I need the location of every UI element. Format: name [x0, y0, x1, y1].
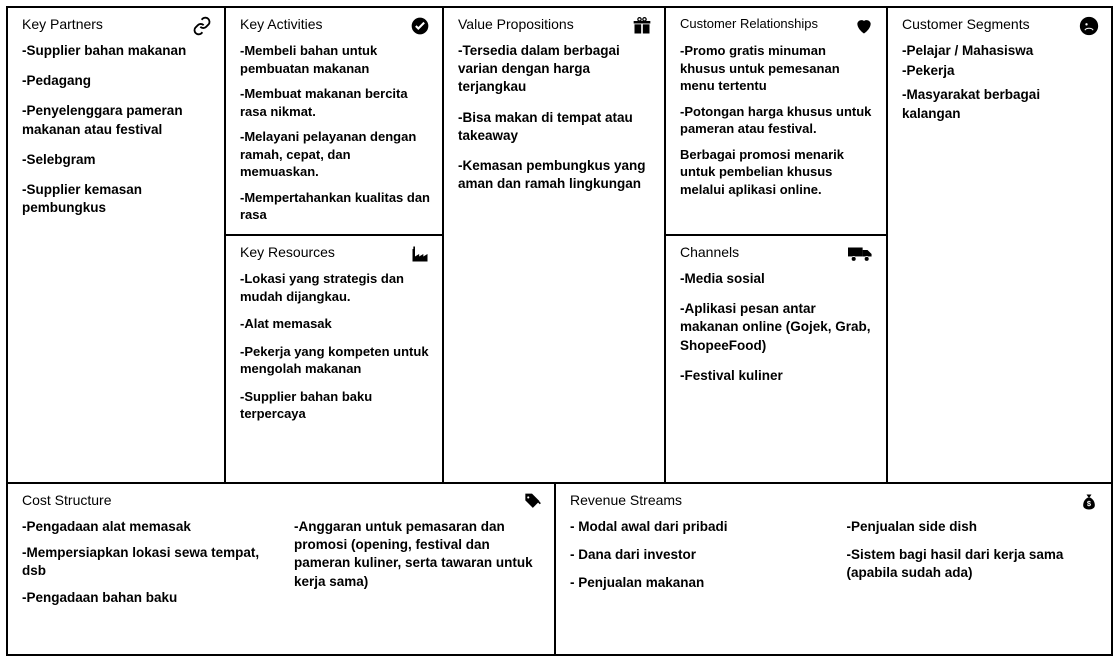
list-item: - Modal awal dari pribadi — [570, 518, 823, 536]
revenue-streams-title: Revenue Streams — [570, 492, 682, 508]
customer-relationships-title: Customer Relationships — [680, 16, 818, 31]
customer-segments-column: Customer Segments -Pelajar / Mahasiswa -… — [888, 8, 1111, 482]
list-item: -Kemasan pembungkus yang aman dan ramah … — [458, 157, 652, 193]
list-item: -Anggaran untuk pemasaran dan promosi (o… — [294, 518, 542, 591]
list-item: -Penjualan side dish — [847, 518, 1100, 536]
list-item: -Potongan harga khusus untuk pameran ata… — [680, 103, 874, 138]
list-item: -Selebgram — [22, 151, 212, 169]
customer-segments-content: -Pelajar / Mahasiswa -Pekerja -Masyaraka… — [902, 42, 1099, 123]
factory-icon — [410, 244, 430, 264]
list-item: -Mempertahankan kualitas dan rasa — [240, 189, 430, 224]
revenue-streams-block: Revenue Streams $ - Modal awal dari prib… — [556, 484, 1111, 654]
list-item: -Pengadaan alat memasak — [22, 518, 270, 536]
cost-structure-content: -Pengadaan alat memasak -Mempersiapkan l… — [22, 518, 542, 607]
list-item: -Penyelenggara pameran makanan atau fest… — [22, 102, 212, 138]
list-item: -Supplier bahan makanan — [22, 42, 212, 60]
list-item: -Pedagang — [22, 72, 212, 90]
top-row: Key Partners -Supplier bahan makanan -Pe… — [8, 8, 1111, 484]
list-item: - Dana dari investor — [570, 546, 823, 564]
list-item: -Bisa makan di tempat atau takeaway — [458, 109, 652, 145]
list-item: -Pelajar / Mahasiswa — [902, 42, 1099, 60]
key-activities-block: Key Activities -Membeli bahan untuk pemb… — [226, 8, 442, 236]
key-activities-title: Key Activities — [240, 16, 322, 32]
value-propositions-column: Value Propositions -Tersedia dalam berba… — [444, 8, 666, 482]
channels-block: Channels -Media sosial -Aplikasi pesan a… — [666, 236, 886, 482]
truck-icon — [848, 244, 874, 264]
list-item: -Media sosial — [680, 270, 874, 288]
list-item: -Tersedia dalam berbagai varian dengan h… — [458, 42, 652, 97]
relationships-channels-column: Customer Relationships -Promo gratis min… — [666, 8, 888, 482]
money-bag-icon: $ — [1079, 492, 1099, 512]
channels-title: Channels — [680, 244, 739, 260]
list-item: -Supplier bahan baku terpercaya — [240, 388, 430, 423]
checkmark-icon — [410, 16, 430, 36]
person-icon — [1079, 16, 1099, 36]
list-item: -Pekerja — [902, 62, 1099, 80]
cost-structure-title: Cost Structure — [22, 492, 111, 508]
activities-resources-column: Key Activities -Membeli bahan untuk pemb… — [226, 8, 444, 482]
list-item: -Alat memasak — [240, 315, 430, 333]
list-item: Berbagai promosi menarik untuk pembelian… — [680, 146, 874, 199]
list-item: -Masyarakat berbagai kalangan — [902, 86, 1099, 122]
link-icon — [192, 16, 212, 36]
cost-structure-block: Cost Structure -Pengadaan alat memasak -… — [8, 484, 556, 654]
revenue-streams-content: - Modal awal dari pribadi - Dana dari in… — [570, 518, 1099, 595]
list-item: -Membeli bahan untuk pembuatan makanan — [240, 42, 430, 77]
customer-segments-block: Customer Segments -Pelajar / Mahasiswa -… — [888, 8, 1111, 482]
tag-icon — [522, 492, 542, 512]
heart-icon — [854, 16, 874, 36]
value-propositions-title: Value Propositions — [458, 16, 574, 32]
list-item: -Pekerja yang kompeten untuk mengolah ma… — [240, 343, 430, 378]
list-item: -Lokasi yang strategis dan mudah dijangk… — [240, 270, 430, 305]
key-partners-block: Key Partners -Supplier bahan makanan -Pe… — [8, 8, 224, 482]
list-item: -Mempersiapkan lokasi sewa tempat, dsb — [22, 544, 270, 580]
customer-segments-title: Customer Segments — [902, 16, 1030, 32]
list-item: -Promo gratis minuman khusus untuk pemes… — [680, 42, 874, 95]
customer-relationships-content: -Promo gratis minuman khusus untuk pemes… — [680, 42, 874, 198]
bottom-row: Cost Structure -Pengadaan alat memasak -… — [8, 484, 1111, 654]
key-resources-title: Key Resources — [240, 244, 335, 260]
customer-relationships-block: Customer Relationships -Promo gratis min… — [666, 8, 886, 236]
list-item: -Festival kuliner — [680, 367, 874, 385]
key-partners-title: Key Partners — [22, 16, 103, 32]
key-activities-content: -Membeli bahan untuk pembuatan makanan -… — [240, 42, 430, 224]
value-propositions-block: Value Propositions -Tersedia dalam berba… — [444, 8, 664, 482]
list-item: - Penjualan makanan — [570, 574, 823, 592]
business-model-canvas: Key Partners -Supplier bahan makanan -Pe… — [6, 6, 1113, 656]
list-item: -Supplier kemasan pembungkus — [22, 181, 212, 217]
list-item: -Aplikasi pesan antar makanan online (Go… — [680, 300, 874, 355]
channels-content: -Media sosial -Aplikasi pesan antar maka… — [680, 270, 874, 385]
list-item: -Pengadaan bahan baku — [22, 589, 270, 607]
key-resources-content: -Lokasi yang strategis dan mudah dijangk… — [240, 270, 430, 423]
key-partners-content: -Supplier bahan makanan -Pedagang -Penye… — [22, 42, 212, 218]
gift-icon — [632, 16, 652, 36]
key-partners-column: Key Partners -Supplier bahan makanan -Pe… — [8, 8, 226, 482]
list-item: -Sistem bagi hasil dari kerja sama (apab… — [847, 546, 1100, 582]
list-item: -Melayani pelayanan dengan ramah, cepat,… — [240, 128, 430, 181]
key-resources-block: Key Resources -Lokasi yang strategis dan… — [226, 236, 442, 482]
list-item: -Membuat makanan bercita rasa nikmat. — [240, 85, 430, 120]
value-propositions-content: -Tersedia dalam berbagai varian dengan h… — [458, 42, 652, 194]
